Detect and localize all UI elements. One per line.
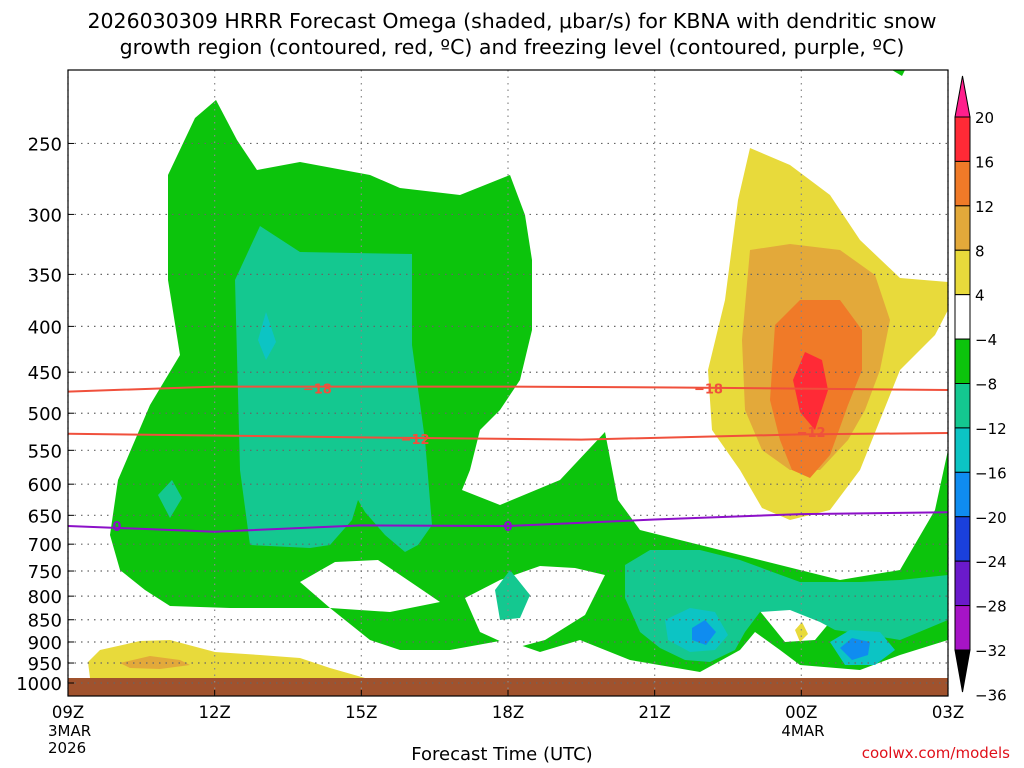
contour-lines: −18 −18 −12 −12 0 0: [67, 382, 949, 535]
contour-line: [67, 385, 949, 393]
y-tick-label: 950: [28, 654, 62, 675]
omega-region-gold-surface: [120, 656, 190, 669]
colorbar-segment: [954, 560, 971, 607]
colorbar-label: 4: [975, 287, 985, 305]
contour-line: [67, 511, 949, 533]
x-tick-label: 15Z: [345, 703, 377, 722]
colorbar-label: −12: [975, 420, 1007, 438]
colorbar-label: −4: [975, 331, 997, 349]
colorbar-segment: [954, 294, 971, 340]
colorbar-label: −20: [975, 509, 1007, 527]
x-tick-sublabel: 2026: [48, 739, 86, 757]
colorbar-segment: [954, 383, 971, 429]
colorbar-segment: [954, 516, 971, 562]
omega-region-yellow-small: [795, 622, 808, 642]
colorbar-segment: [954, 427, 971, 473]
x-tick-label: 18Z: [492, 703, 524, 722]
y-tick-label: 1000: [16, 674, 62, 695]
y-tick-label: 750: [28, 562, 62, 583]
y-tick-label: 650: [28, 506, 62, 527]
colorbar-label: 16: [975, 153, 994, 171]
colorbar-label: 20: [975, 109, 994, 127]
contour-label: −18: [694, 382, 723, 397]
colorbar-label: 8: [975, 242, 985, 260]
colorbar: 20 16 12 8 4 −4 −8 −12 −16 −20 −24 −28 −32 −36: [954, 75, 1007, 704]
colorbar-cap-bottom: [954, 649, 971, 693]
contour-line: [67, 432, 949, 441]
y-tick-label: 850: [28, 611, 62, 632]
omega-region-blue-mid: [692, 620, 716, 645]
contour-label: −18: [303, 382, 332, 397]
y-tick-label: 500: [28, 404, 62, 425]
y-tick-label: 900: [28, 633, 62, 654]
colorbar-segment: [954, 338, 971, 385]
omega-region-teal-left: [158, 480, 182, 518]
colorbar-segment: [954, 205, 971, 251]
colorbar-segment: [954, 160, 971, 207]
colorbar-label: −28: [975, 598, 1007, 616]
y-tick-label: 450: [28, 363, 62, 384]
omega-hole-left: [300, 560, 440, 612]
y-tick-label: 700: [28, 535, 62, 556]
omega-region-green-corner: [892, 70, 905, 76]
colorbar-segment: [954, 249, 971, 296]
omega-region-teal-main: [235, 226, 432, 552]
colorbar-label: −32: [975, 642, 1007, 660]
contour-label: −12: [797, 426, 826, 441]
y-tick-label: 350: [28, 265, 62, 286]
colorbar-segment: [954, 605, 971, 651]
x-tick-sublabel: 4MAR: [781, 722, 824, 740]
y-tick-label: 400: [28, 317, 62, 338]
omega-region-red-right: [793, 352, 828, 430]
chart-title: 2026030309 HRRR Forecast Omega (shaded, …: [0, 8, 1024, 60]
y-tick-label: 800: [28, 587, 62, 608]
colorbar-segment: [954, 471, 971, 518]
colorbar-label: −16: [975, 464, 1007, 482]
title-line-1: 2026030309 HRRR Forecast Omega (shaded, …: [87, 9, 937, 33]
contour-label: 0: [503, 520, 512, 535]
contour-label: −12: [401, 433, 430, 448]
omega-region-teal-mid: [495, 570, 530, 620]
colorbar-label: −8: [975, 376, 997, 394]
y-tick-label: 550: [28, 441, 62, 462]
colorbar-label: −36: [975, 686, 1007, 704]
plot-frame: [67, 69, 949, 697]
omega-shading: [88, 70, 948, 678]
colorbar-label: 12: [975, 198, 994, 216]
x-tick-label: 03Z: [932, 703, 964, 722]
y-tick-label: 300: [28, 205, 62, 226]
y-axis-ticks: 2503003504004505005506006507007508008509…: [16, 134, 74, 695]
x-tick-label: 09Z: [52, 703, 84, 722]
x-tick-label: 12Z: [199, 703, 231, 722]
colorbar-label: −24: [975, 553, 1007, 571]
colorbar-segment: [954, 116, 971, 162]
omega-region-blue-right: [840, 638, 870, 660]
ground-below-surface: [68, 678, 948, 696]
x-axis-label: Forecast Time (UTC): [411, 744, 593, 765]
contour-label: 0: [112, 520, 121, 535]
y-tick-label: 250: [28, 134, 62, 155]
x-tick-label: 21Z: [639, 703, 671, 722]
colorbar-cap-top: [954, 75, 971, 118]
omega-region-cyan-left: [258, 312, 276, 360]
title-line-2: growth region (contoured, red, ºC) and f…: [119, 35, 905, 59]
y-tick-label: 600: [28, 475, 62, 496]
omega-region-yellow-surface: [88, 640, 365, 678]
x-tick-sublabel: 3MAR: [48, 722, 91, 740]
credit-text: coolwx.com/models: [861, 744, 1010, 762]
x-tick-label: 00Z: [785, 703, 817, 722]
